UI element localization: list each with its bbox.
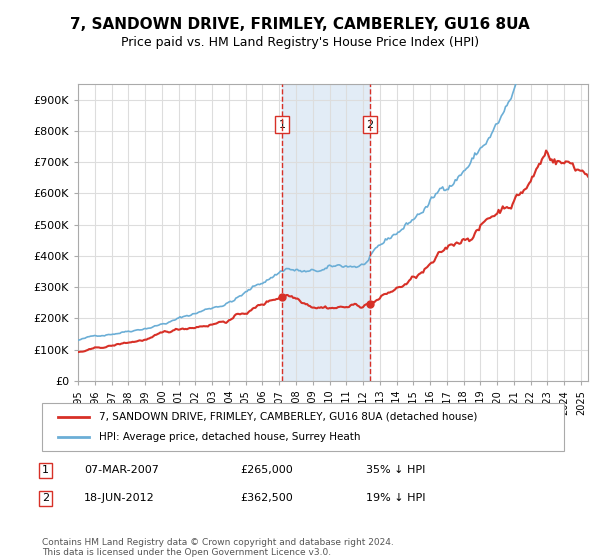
Text: Contains HM Land Registry data © Crown copyright and database right 2024.
This d: Contains HM Land Registry data © Crown c… bbox=[42, 538, 394, 557]
Text: 07-MAR-2007: 07-MAR-2007 bbox=[84, 465, 158, 475]
Text: £362,500: £362,500 bbox=[241, 493, 293, 503]
Bar bbox=[282, 84, 370, 381]
Text: 2: 2 bbox=[367, 120, 374, 129]
Text: HPI: Average price, detached house, Surrey Heath: HPI: Average price, detached house, Surr… bbox=[100, 432, 361, 442]
FancyBboxPatch shape bbox=[42, 403, 564, 451]
Text: 1: 1 bbox=[278, 120, 286, 129]
Text: £265,000: £265,000 bbox=[241, 465, 293, 475]
Text: 19% ↓ HPI: 19% ↓ HPI bbox=[365, 493, 425, 503]
Text: 35% ↓ HPI: 35% ↓ HPI bbox=[365, 465, 425, 475]
Text: 18-JUN-2012: 18-JUN-2012 bbox=[84, 493, 155, 503]
Text: 1: 1 bbox=[42, 465, 49, 475]
Text: 7, SANDOWN DRIVE, FRIMLEY, CAMBERLEY, GU16 8UA: 7, SANDOWN DRIVE, FRIMLEY, CAMBERLEY, GU… bbox=[70, 17, 530, 32]
Text: 2: 2 bbox=[42, 493, 49, 503]
Text: 7, SANDOWN DRIVE, FRIMLEY, CAMBERLEY, GU16 8UA (detached house): 7, SANDOWN DRIVE, FRIMLEY, CAMBERLEY, GU… bbox=[100, 412, 478, 422]
Text: Price paid vs. HM Land Registry's House Price Index (HPI): Price paid vs. HM Land Registry's House … bbox=[121, 36, 479, 49]
